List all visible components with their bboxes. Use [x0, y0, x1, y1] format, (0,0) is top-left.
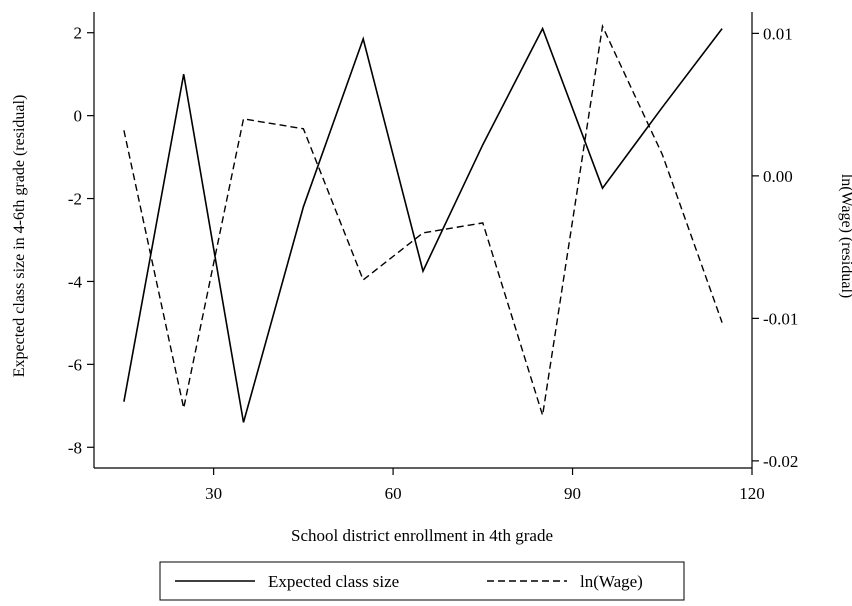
y-tick-label-left: -8 — [68, 438, 82, 457]
series-line-ln-wage — [123, 23, 723, 416]
x-tick-label: 30 — [205, 484, 222, 503]
y-tick-label-right: -0.01 — [763, 309, 798, 328]
y-axis-title-left: Expected class size in 4-6th grade (resi… — [11, 95, 28, 378]
chart-series-layer — [123, 23, 723, 423]
y-tick-label-left: -6 — [68, 355, 82, 374]
y-tick-label-right: 0.00 — [763, 167, 793, 186]
y-axis-title-right: ln(Wage) (residual) — [838, 174, 852, 298]
y-tick-label-left: -4 — [68, 272, 83, 291]
series-line-expected-class-size — [123, 26, 723, 423]
x-tick-label: 120 — [739, 484, 765, 503]
legend-label-ln-wage: ln(Wage) — [580, 572, 643, 591]
y-tick-label-right: 0.01 — [763, 24, 793, 43]
y-tick-label-right: -0.02 — [763, 452, 798, 471]
y-tick-label-left: 0 — [74, 107, 83, 126]
x-tick-label: 90 — [564, 484, 581, 503]
chart-axes: 30 60 90 120 2 0 -2 -4 -6 -8 0.01 0.00 -0.01 -0.02 — [68, 12, 798, 503]
y-tick-label-left: -2 — [68, 190, 82, 209]
legend-label-expected-class-size: Expected class size — [268, 572, 399, 591]
legend: Expected class size ln(Wage) — [159, 561, 685, 601]
y-tick-label-left: 2 — [74, 24, 83, 43]
x-axis-title: School district enrollment in 4th grade — [291, 526, 553, 545]
x-tick-label: 60 — [385, 484, 402, 503]
